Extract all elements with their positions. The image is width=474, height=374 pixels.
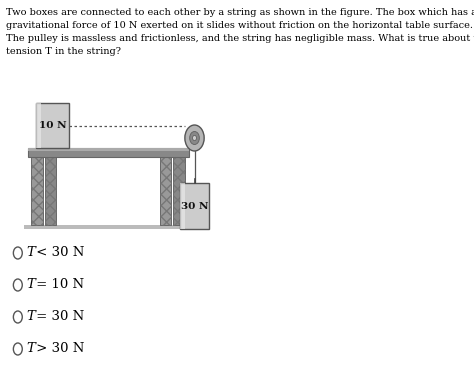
Text: T: T — [26, 310, 35, 324]
Bar — [160, 157, 172, 225]
Circle shape — [192, 135, 196, 141]
Text: = 30 N: = 30 N — [32, 310, 84, 324]
Text: Two boxes are connected to each other by a string as shown in the figure. The bo: Two boxes are connected to each other by… — [6, 8, 474, 17]
Text: 30 N: 30 N — [181, 202, 208, 211]
Bar — [36, 103, 69, 148]
Circle shape — [13, 247, 22, 259]
Text: > 30 N: > 30 N — [32, 343, 84, 356]
Bar — [36, 103, 41, 148]
Text: The pulley is massless and frictionless, and the string has negligible mass. Wha: The pulley is massless and frictionless,… — [6, 34, 474, 43]
Text: T: T — [26, 279, 35, 291]
Bar — [45, 157, 56, 225]
Bar — [181, 183, 185, 229]
Bar — [173, 157, 185, 225]
Circle shape — [185, 125, 204, 151]
Text: = 10 N: = 10 N — [32, 279, 84, 291]
Circle shape — [13, 343, 22, 355]
Text: gravitational force of 10 N exerted on it slides without friction on the horizon: gravitational force of 10 N exerted on i… — [6, 21, 473, 30]
Text: < 30 N: < 30 N — [32, 246, 84, 260]
Circle shape — [13, 279, 22, 291]
Bar — [173, 157, 185, 225]
Circle shape — [190, 132, 200, 144]
Bar — [160, 157, 172, 225]
Bar — [45, 157, 56, 225]
Text: 10 N: 10 N — [38, 121, 66, 130]
Bar — [25, 225, 201, 229]
Bar — [181, 183, 209, 229]
Bar — [31, 157, 43, 225]
Text: tension T in the string?: tension T in the string? — [6, 47, 121, 56]
Bar — [28, 148, 189, 151]
Circle shape — [13, 311, 22, 323]
Bar — [31, 157, 43, 225]
Text: T: T — [26, 343, 35, 356]
Text: T: T — [26, 246, 35, 260]
Bar — [28, 148, 189, 157]
